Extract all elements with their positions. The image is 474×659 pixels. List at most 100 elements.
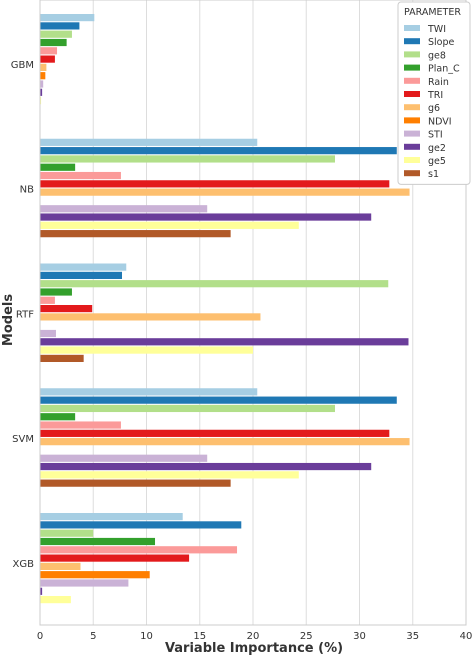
bar-nb-sti [40, 205, 208, 213]
legend-swatch [404, 117, 420, 124]
legend-swatch [404, 143, 420, 150]
bar-svm-slope [40, 396, 397, 404]
bar-rtf-rain [40, 296, 55, 304]
legend-swatch [404, 91, 420, 97]
legend-swatch [404, 130, 420, 137]
legend-label: Rain [428, 77, 449, 88]
legend-swatch [404, 51, 420, 58]
bar-xgb-slope [40, 521, 242, 529]
legend-swatch [404, 25, 420, 31]
bar-gbm-slope [40, 22, 80, 30]
bar-svm-ge8 [40, 404, 336, 413]
bar-nb-ge8 [40, 155, 336, 163]
legend-label: ge8 [428, 50, 446, 61]
bar-svm-rain [40, 421, 121, 429]
bar-rtf-ge8 [40, 280, 389, 288]
legend-label: STI [428, 130, 443, 141]
bar-gbm-sti [40, 80, 44, 88]
bar-rtf-ge5 [40, 346, 253, 354]
legend-label: NDVI [428, 116, 452, 127]
bar-svm-sti [40, 454, 208, 462]
bar-xgb-sti [40, 579, 129, 587]
legend-swatch [404, 77, 420, 84]
bar-xgb-plan_c [40, 537, 156, 546]
y-tick-label: XGB [13, 559, 35, 570]
bar-gbm-ge5 [40, 97, 42, 105]
bar-xgb-twi [40, 513, 183, 521]
x-tick-label: 5 [90, 631, 96, 642]
x-tick-label: 15 [193, 631, 206, 642]
x-axis-label: Variable Importance (%) [165, 641, 343, 655]
legend-swatch [404, 104, 420, 111]
y-tick-label: RTF [16, 309, 34, 320]
bar-nb-s1 [40, 230, 231, 238]
bar-xgb-ndvi [40, 571, 150, 579]
legend-swatch [404, 64, 420, 71]
x-tick-label: 10 [140, 631, 153, 642]
bar-svm-ge5 [40, 471, 299, 479]
bar-nb-ge5 [40, 221, 299, 229]
legend-label: ge2 [428, 143, 446, 154]
legend-swatch [404, 38, 420, 45]
y-tick-label: GBM [11, 60, 34, 71]
axes: 0 5 10 15 20 25 30 35 40 GBM NB RTF SVM XGB [11, 0, 473, 642]
legend: PARAMETER TWI Slope ge8 Plan_C Rain TRI g6 NDVI S… [397, 1, 471, 185]
y-tick-label: SVM [12, 434, 34, 445]
x-tick-label: 35 [406, 631, 419, 642]
plot-frame [39, 0, 467, 626]
legend-label: s1 [428, 169, 439, 180]
bar-nb-tri [40, 180, 390, 188]
legend-box [397, 1, 471, 185]
bar-xgb-ge8 [40, 529, 94, 537]
bar-gbm-twi [40, 14, 95, 22]
bar-xgb-tri [40, 554, 190, 562]
bar-nb-ge2 [40, 213, 372, 221]
x-tick-label: 40 [460, 631, 473, 642]
y-tick-label: NB [20, 185, 34, 196]
legend-swatch [404, 157, 420, 163]
bar-nb-slope [40, 147, 397, 155]
x-tick-label: 25 [300, 631, 313, 642]
bar-nb-plan_c [40, 163, 76, 171]
bar-nb-twi [40, 138, 258, 146]
legend-label: TRI [427, 90, 443, 101]
y-axis-label: Models [1, 294, 16, 346]
bar-svm-s1 [40, 479, 231, 487]
bar-gbm-ge8 [40, 30, 72, 38]
bar-gbm-tri [40, 55, 55, 63]
bar-gbm-plan_c [40, 38, 67, 47]
bar-rtf-twi [40, 263, 127, 271]
bar-gbm-ge2 [40, 88, 43, 96]
legend-label: Slope [428, 37, 455, 48]
bar-rtf-tri [40, 305, 93, 313]
bar-nb-g6 [40, 188, 410, 196]
bar-xgb-ge2 [40, 587, 43, 595]
legend-label: ge5 [428, 156, 446, 167]
bar-svm-g6 [40, 438, 410, 446]
bar-svm-plan_c [40, 413, 76, 421]
legend-label: g6 [428, 103, 440, 114]
bar-gbm-g6 [40, 63, 47, 71]
bar-svm-tri [40, 429, 390, 437]
x-tick-label: 30 [353, 631, 366, 642]
bar-rtf-s1 [40, 354, 84, 362]
x-tick-label: 20 [247, 631, 260, 642]
bar-gbm-rain [40, 47, 58, 55]
bar-xgb-rain [40, 546, 238, 554]
bar-svm-ge2 [40, 462, 372, 471]
bar-xgb-g6 [40, 562, 81, 570]
legend-label: Plan_C [428, 64, 460, 75]
bar-group [40, 14, 410, 604]
bar-xgb-ge5 [40, 596, 71, 604]
legend-label: TWI [427, 24, 446, 35]
bar-rtf-plan_c [40, 288, 72, 296]
bar-gbm-ndvi [40, 72, 46, 80]
bar-rtf-ge2 [40, 338, 409, 346]
bar-rtf-slope [40, 271, 123, 279]
x-tick-label: 0 [37, 631, 43, 642]
bar-rtf-sti [40, 329, 56, 338]
bar-nb-rain [40, 171, 121, 180]
legend-swatch [404, 170, 420, 177]
